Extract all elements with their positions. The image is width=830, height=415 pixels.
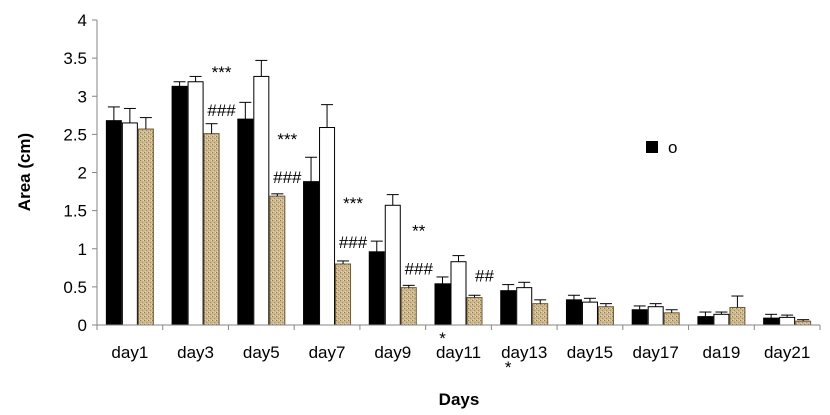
x-category-label: day7	[309, 343, 346, 362]
y-tick-label: 2	[78, 164, 87, 183]
bar-series-2	[319, 127, 336, 326]
bar-series-2	[450, 261, 467, 326]
significance-annotation: **	[412, 221, 426, 240]
bar-series-3	[795, 320, 812, 326]
bar-series-3	[597, 306, 614, 326]
x-category-label: day3	[177, 343, 214, 362]
bar-series-1	[565, 299, 582, 326]
bar-series-1	[368, 251, 385, 326]
x-category-label: da19	[702, 343, 740, 362]
significance-annotation: *	[505, 358, 512, 377]
bar-series-3	[466, 297, 483, 326]
significance-annotation: ##	[475, 266, 494, 285]
bar-series-3	[203, 133, 220, 326]
y-tick-label: 1.5	[63, 202, 87, 221]
significance-annotation: ***	[212, 63, 232, 82]
y-tick-label: 3.5	[63, 49, 87, 68]
bar-series-3	[663, 312, 680, 326]
bar-series-2	[253, 75, 270, 326]
y-axis-title: Area (cm)	[15, 133, 34, 211]
x-category-label: day21	[764, 343, 810, 362]
bar-series-2	[121, 122, 138, 326]
significance-annotation: ***	[343, 194, 363, 213]
bar-series-1	[631, 309, 648, 326]
x-category-label: day17	[633, 343, 679, 362]
bar-series-1	[763, 317, 780, 326]
bar-series-3	[269, 195, 286, 326]
y-tick-label: 0.5	[63, 278, 87, 297]
x-axis-title: Days	[439, 390, 480, 409]
x-category-label: day11	[436, 343, 481, 362]
x-category-label: day13	[501, 343, 547, 362]
y-tick-label: 4	[78, 11, 87, 30]
bar-series-1	[237, 118, 254, 326]
y-tick-label: 2.5	[63, 125, 87, 144]
bar-series-1	[105, 120, 122, 326]
x-category-label: day1	[111, 343, 148, 362]
significance-annotation: *	[439, 329, 446, 348]
significance-annotation: ###	[339, 233, 368, 252]
bar-series-1	[697, 316, 714, 326]
significance-annotation: ###	[273, 168, 302, 187]
bar-series-2	[384, 204, 401, 326]
bar-series-1	[434, 283, 451, 326]
bar-series-3	[400, 287, 417, 326]
x-category-label: day15	[567, 343, 613, 362]
x-category-label: day9	[374, 343, 411, 362]
bar-series-2	[779, 316, 796, 326]
bar-series-2	[713, 313, 730, 326]
bar-series-2	[581, 301, 598, 326]
bar-series-3	[335, 263, 352, 326]
x-category-label: day5	[243, 343, 280, 362]
bar-series-2	[516, 287, 533, 326]
legend-label: o	[668, 138, 677, 157]
bar-series-3	[137, 128, 154, 326]
bar-series-1	[171, 85, 188, 326]
legend: o	[646, 138, 677, 157]
bar-series-1	[500, 290, 517, 326]
bar-series-2	[647, 306, 664, 326]
legend-swatch-series-1	[646, 141, 658, 153]
significance-annotation: ###	[405, 260, 434, 279]
bar-series-3	[532, 303, 549, 326]
y-tick-label: 3	[78, 87, 87, 106]
y-tick-label: 1	[78, 240, 87, 259]
y-tick-label: 0	[78, 316, 87, 335]
significance-annotation: ###	[207, 101, 236, 120]
bar-series-2	[187, 81, 204, 326]
bar-series-3	[729, 306, 746, 326]
bar-series-1	[303, 181, 320, 326]
significance-annotation: ***	[277, 130, 297, 149]
